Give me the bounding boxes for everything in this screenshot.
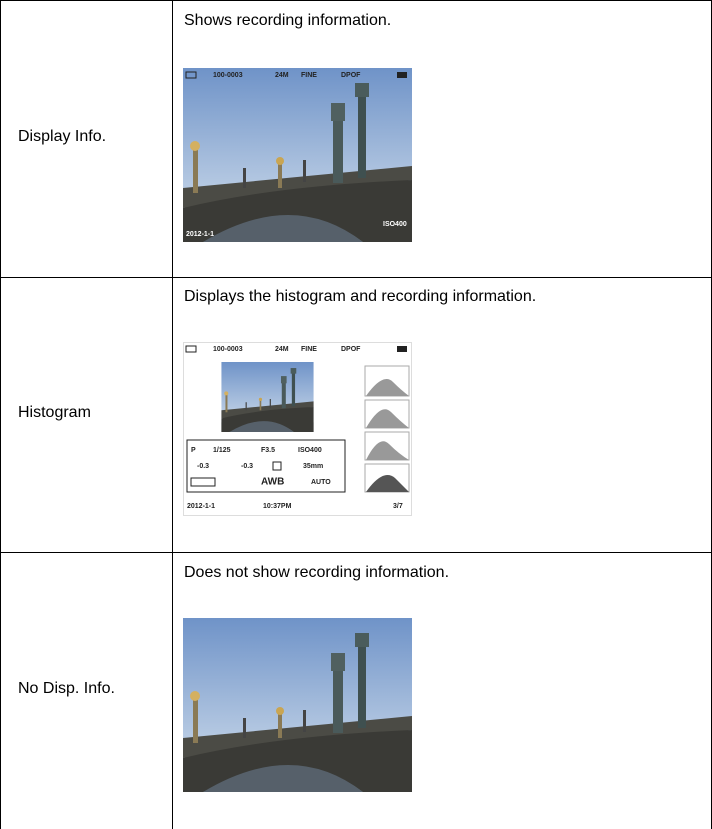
overlay-text: 2012-1-1 (187, 503, 215, 510)
overlay-text: 24M (275, 346, 289, 353)
shape (366, 475, 409, 492)
shape (185, 345, 197, 353)
overlay-text: DPOF (341, 72, 361, 79)
overlay-text: 10:37PM (263, 503, 292, 510)
screen-image: 100-0003 24M FINE DPOF 2012-1-1 ISO400 (183, 68, 412, 242)
overlay-text: DPOF (341, 346, 361, 353)
screen-image: 100-0003 24M FINE DPOF P 1/125 F3.5 ISO4… (183, 342, 412, 516)
border (0, 0, 712, 1)
shape (183, 618, 412, 792)
overlay-text: -0.3 (197, 463, 209, 470)
description: Shows recording information. (184, 12, 392, 29)
shape (272, 461, 282, 471)
overlay-text: ISO400 (383, 221, 407, 228)
overlay-text: P (191, 447, 196, 454)
border (0, 0, 1, 829)
shape (185, 71, 197, 79)
overlay-text: FINE (301, 72, 317, 79)
overlay-text: 100-0003 (213, 72, 243, 79)
overlay-text: F3.5 (261, 447, 275, 454)
shape (190, 477, 216, 487)
overlay-text: 3/7 (393, 503, 403, 510)
border (0, 552, 712, 553)
shape (366, 379, 409, 492)
screen-image (183, 618, 412, 792)
description: Displays the histogram and recording inf… (184, 288, 537, 305)
shape (397, 72, 407, 78)
overlay-text: ISO400 (298, 447, 322, 454)
overlay-text: AWB (261, 477, 284, 488)
description: Does not show recording information. (184, 564, 450, 581)
shape (221, 362, 314, 432)
shape (183, 68, 412, 242)
overlay-text: 1/125 (213, 447, 231, 454)
overlay-text: AUTO (311, 479, 331, 486)
shape (186, 439, 346, 493)
shape (366, 441, 409, 460)
overlay-text: 35mm (303, 463, 323, 470)
shape (366, 409, 409, 428)
shape (366, 379, 409, 396)
mode-label: Histogram (18, 404, 91, 421)
overlay-text: -0.3 (241, 463, 253, 470)
overlay-text: 100-0003 (213, 346, 243, 353)
overlay-text: 24M (275, 72, 289, 79)
overlay-text: 2012-1-1 (186, 231, 214, 238)
border (0, 277, 712, 278)
mode-label: No Disp. Info. (18, 680, 115, 697)
overlay-text: FINE (301, 346, 317, 353)
shape (397, 346, 407, 352)
border (172, 0, 173, 829)
mode-label: Display Info. (18, 128, 107, 145)
